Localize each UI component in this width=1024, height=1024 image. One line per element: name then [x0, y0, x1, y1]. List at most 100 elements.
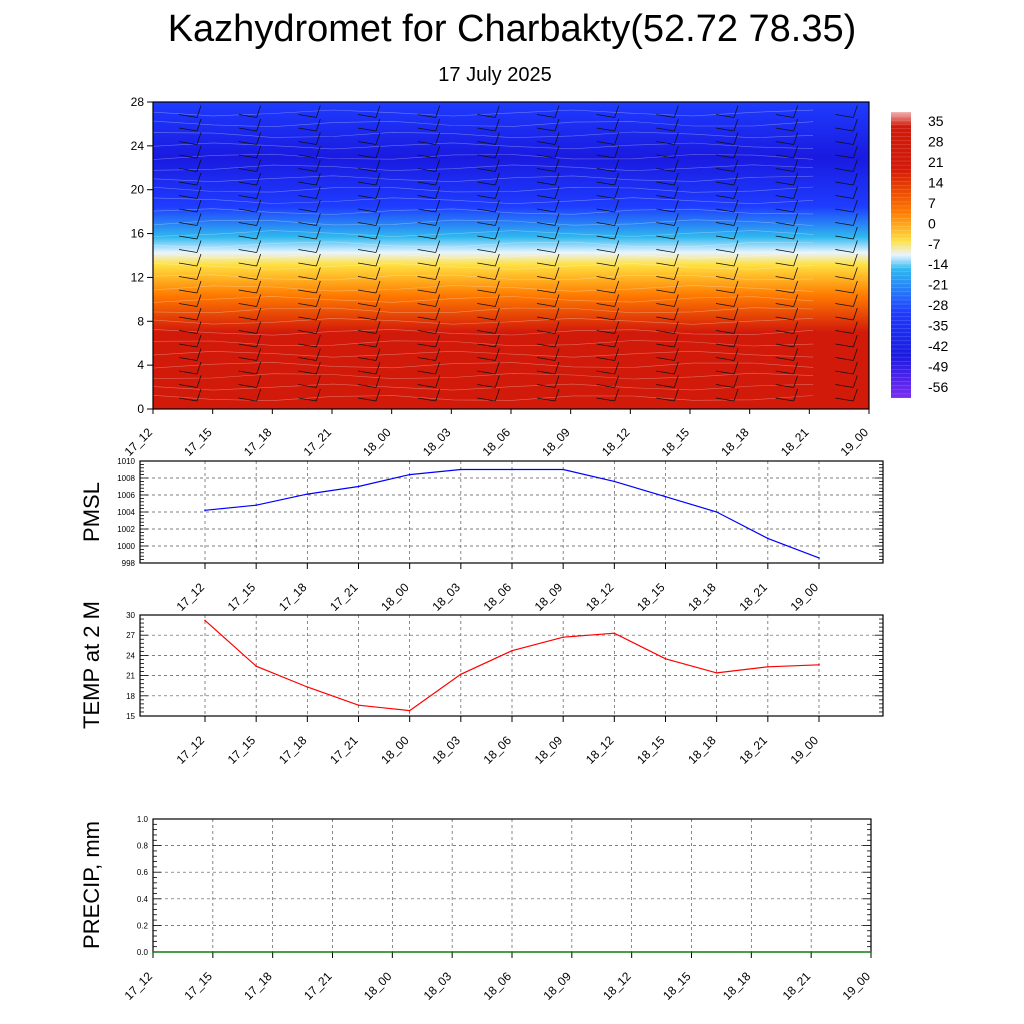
pmsl-y-tick-label: 1000 — [117, 542, 135, 551]
wind-barb — [775, 145, 799, 159]
wind-barb — [835, 348, 858, 361]
wind-barb — [596, 388, 620, 402]
wind-barb — [715, 145, 739, 159]
temp-data-point — [818, 664, 820, 666]
wind-barb — [715, 118, 739, 132]
wind-barb — [417, 159, 441, 172]
wind-barb — [298, 388, 321, 402]
wind-barb — [835, 388, 858, 402]
wind-barb — [656, 294, 679, 307]
wind-barb — [715, 361, 739, 375]
wind-barb — [477, 213, 500, 226]
pmsl-y-axis-label: PMSL — [79, 482, 104, 542]
wind-barb — [775, 267, 799, 280]
wind-barb — [417, 186, 441, 199]
wind-barb — [298, 294, 321, 307]
wind-barb — [238, 361, 262, 375]
wind-barb — [238, 294, 262, 307]
wind-barb — [417, 348, 441, 361]
wind-barb — [596, 105, 620, 118]
wind-barb — [417, 334, 441, 348]
heatmap-field — [153, 102, 869, 409]
heatmap-y-tick-label: 0 — [137, 402, 144, 416]
wind-barb — [477, 267, 500, 280]
pmsl-data-point — [204, 509, 206, 512]
wind-barb — [417, 118, 441, 132]
wind-barb — [835, 213, 858, 226]
contour-line — [152, 362, 814, 369]
wind-barb — [477, 388, 500, 402]
precip-data-point — [571, 951, 573, 953]
wind-barb — [357, 159, 381, 172]
wind-barb — [477, 145, 500, 159]
pmsl-x-tick-label: 18_12 — [583, 580, 617, 614]
colorbar-label: 7 — [928, 195, 936, 211]
wind-barb — [238, 388, 262, 402]
contour-line — [152, 285, 814, 292]
wind-barb — [178, 132, 202, 145]
wind-barb — [178, 388, 202, 402]
contour-line — [152, 219, 814, 226]
wind-barb — [417, 172, 441, 186]
pmsl-y-tick-label: 998 — [122, 559, 136, 568]
wind-barb — [715, 267, 739, 280]
chart-subtitle: 17 July 2025 — [438, 64, 552, 86]
precip-x-tick-label: 17_12 — [122, 969, 156, 1003]
temp-y-tick-label: 18 — [126, 692, 135, 701]
pmsl-data-point — [664, 495, 667, 498]
wind-barb — [178, 267, 202, 280]
wind-barb — [417, 321, 441, 334]
heatmap-x-tick-label: 18_18 — [718, 425, 752, 459]
precip-x-tick-label: 19_00 — [840, 969, 874, 1003]
heatmap-x-tick-label: 18_15 — [659, 425, 693, 459]
wind-barb — [656, 199, 679, 213]
wind-barb — [775, 253, 799, 267]
contour-line — [152, 230, 814, 237]
wind-barb — [536, 213, 560, 226]
pmsl-data-point — [408, 473, 411, 476]
wind-barb — [835, 294, 858, 307]
wind-barb — [238, 159, 262, 172]
wind-barb — [536, 375, 560, 388]
wind-barb — [357, 348, 381, 361]
wind-barb — [357, 105, 381, 118]
wind-barb — [238, 267, 262, 280]
wind-barb — [298, 253, 321, 267]
contour-line — [152, 340, 814, 347]
pmsl-y-tick-label: 1006 — [117, 491, 135, 500]
wind-barb — [238, 118, 262, 132]
wind-barb — [477, 253, 500, 267]
precip-y-tick-label: 0.0 — [137, 948, 149, 957]
contour-line — [152, 383, 814, 391]
wind-barb — [178, 361, 202, 375]
wind-barb — [656, 348, 679, 361]
temp-x-tick-label: 17_21 — [327, 733, 361, 767]
wind-barb — [178, 159, 202, 172]
wind-barb — [238, 375, 262, 388]
wind-barb — [835, 267, 858, 280]
wind-barb — [715, 280, 739, 294]
wind-barb — [656, 118, 679, 132]
wind-barb — [715, 172, 739, 186]
contour-line — [152, 241, 814, 248]
temp-data-point — [562, 636, 564, 639]
wind-barb — [596, 348, 620, 361]
wind-barb — [357, 294, 381, 307]
wind-barb — [656, 267, 679, 280]
wind-barb — [596, 132, 620, 145]
wind-barb — [357, 307, 381, 321]
precip-x-tick-label: 18_06 — [481, 969, 515, 1003]
wind-barb — [775, 226, 799, 240]
pmsl-x-tick-label: 17_21 — [327, 580, 361, 614]
contour-line — [152, 131, 814, 139]
wind-barb — [536, 280, 560, 294]
wind-barb — [835, 240, 858, 253]
precip-data-point — [271, 951, 274, 953]
wind-barb — [775, 348, 799, 361]
wind-barb — [596, 159, 620, 172]
pmsl-x-tick-label: 18_03 — [429, 580, 463, 614]
wind-barb — [477, 226, 500, 240]
contour-line — [152, 350, 814, 358]
wind-barb — [477, 280, 500, 294]
temp-y-axis-label: TEMP at 2 M — [79, 601, 104, 729]
